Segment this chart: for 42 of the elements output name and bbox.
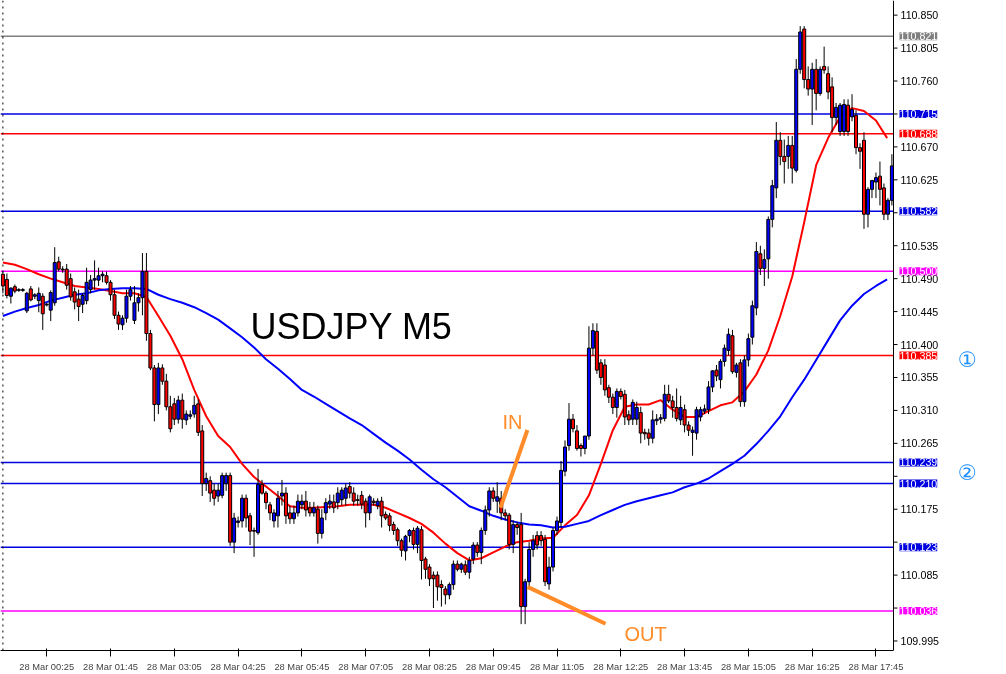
y-tick-label: 110.670 bbox=[900, 140, 939, 153]
x-tick-label: 28 Mar 03:05 bbox=[146, 661, 202, 672]
y-tick-label: 110.355 bbox=[900, 371, 939, 384]
ref-line-label: 110.715 bbox=[899, 107, 938, 120]
x-tick-label: 28 Mar 15:05 bbox=[720, 661, 776, 672]
x-tick-label: 28 Mar 09:45 bbox=[465, 661, 521, 672]
x-tick-label: 28 Mar 08:25 bbox=[401, 661, 457, 672]
ref-line-label: 110.582 bbox=[899, 205, 938, 218]
annotation: OUT bbox=[624, 622, 667, 645]
y-tick-label: 110.265 bbox=[900, 437, 939, 450]
text: ② bbox=[957, 460, 977, 485]
y-tick-label: 110.850 bbox=[900, 9, 939, 22]
ref-line-label: 110.239 bbox=[899, 456, 938, 469]
y-tick-label: 110.445 bbox=[900, 305, 939, 318]
y-tick-label: 110.175 bbox=[900, 503, 939, 516]
x-tick-label: 28 Mar 13:45 bbox=[657, 661, 713, 672]
ref-line-label: 110.688 bbox=[899, 127, 938, 140]
x-tick-label: 28 Mar 17:45 bbox=[848, 661, 904, 672]
y-tick-label: 110.625 bbox=[900, 173, 939, 186]
y-tick-label: 110.310 bbox=[900, 404, 939, 417]
ref-line-label: 110.123 bbox=[899, 541, 938, 554]
x-tick-label: 28 Mar 16:25 bbox=[784, 661, 840, 672]
y-tick-label: 110.085 bbox=[900, 569, 939, 582]
text: USDJPY M5 bbox=[250, 306, 452, 347]
x-tick-label: 28 Mar 07:05 bbox=[338, 661, 394, 672]
x-tick-label: 28 Mar 05:45 bbox=[274, 661, 330, 672]
x-tick-label: 28 Mar 12:25 bbox=[593, 661, 649, 672]
ref-line-label: 110.210 bbox=[899, 477, 938, 490]
x-tick-label: 28 Mar 01:45 bbox=[83, 661, 139, 672]
y-tick-label: 110.805 bbox=[900, 42, 939, 55]
x-tick-label: 28 Mar 00:25 bbox=[19, 661, 75, 672]
ref-line-label: 110.036 bbox=[899, 604, 938, 617]
ref-line-label: 110.385 bbox=[899, 349, 938, 362]
annotation: IN bbox=[502, 410, 523, 433]
text: ① bbox=[957, 347, 977, 372]
y-tick-label: 110.535 bbox=[900, 239, 939, 252]
ref-line-label: 110.821 bbox=[899, 30, 938, 43]
x-tick-label: 28 Mar 11:05 bbox=[529, 661, 585, 672]
y-tick-label: 109.995 bbox=[900, 634, 940, 647]
y-tick-label: 110.760 bbox=[900, 75, 939, 88]
x-tick-label: 28 Mar 04:25 bbox=[210, 661, 266, 672]
y-tick-label: 110.400 bbox=[900, 338, 939, 351]
